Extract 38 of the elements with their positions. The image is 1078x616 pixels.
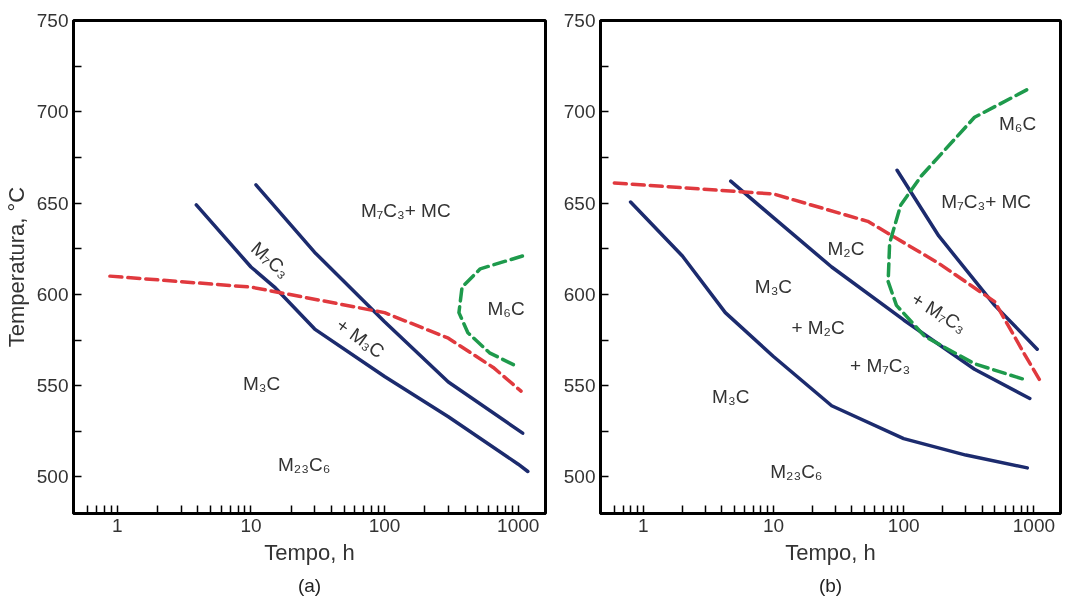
y-axis-title: Temperatura, °C: [3, 186, 29, 348]
y-tick-label: 750: [36, 10, 69, 31]
y-tick-label: 700: [36, 101, 69, 123]
y-tick-label: 500: [563, 466, 596, 488]
x-tick-label: 10: [240, 514, 262, 536]
y-tick-label: 550: [36, 375, 69, 397]
y-tick-label: 600: [36, 283, 69, 305]
annotation: M₂C: [827, 238, 865, 260]
annotation: + M₂C: [791, 316, 845, 338]
y-tick-label: 650: [563, 192, 596, 214]
x-tick-label: 10: [762, 514, 785, 536]
annotation: M₃C: [242, 373, 281, 395]
annotation: M₂₃C₆: [277, 453, 331, 475]
annotation: + M₃C: [332, 314, 389, 363]
y-tick-label: 750: [563, 10, 596, 31]
x-tick-label: 100: [368, 514, 401, 536]
x-tick-label: 1: [112, 514, 123, 536]
x-tick-label: 1000: [497, 514, 540, 536]
annotation: + M₇C₃: [850, 355, 911, 377]
x-axis-title: Tempo, h: [264, 539, 355, 565]
annotation: M₃C: [754, 275, 793, 297]
annotation: M₇C₃+ MC: [360, 199, 451, 221]
x-tick-label: 100: [887, 514, 920, 536]
annotation: M₆C: [487, 298, 525, 320]
y-tick-label: 600: [563, 283, 596, 305]
x-tick-label: 1000: [1012, 514, 1056, 536]
annotation: M₂₃C₆: [770, 461, 823, 482]
text: (a): [297, 574, 322, 596]
y-tick-label: 700: [563, 101, 596, 123]
annotation: M₇C₃+ MC: [941, 190, 1032, 212]
y-tick-label: 500: [36, 466, 69, 488]
annotation: M₆C: [999, 113, 1037, 135]
annotation: M₃C: [712, 386, 750, 408]
text: (b): [818, 574, 843, 596]
x-tick-label: 1: [637, 514, 649, 536]
y-tick-label: 550: [563, 375, 596, 397]
y-tick-label: 650: [36, 192, 69, 214]
x-axis-title: Tempo, h: [785, 539, 876, 565]
